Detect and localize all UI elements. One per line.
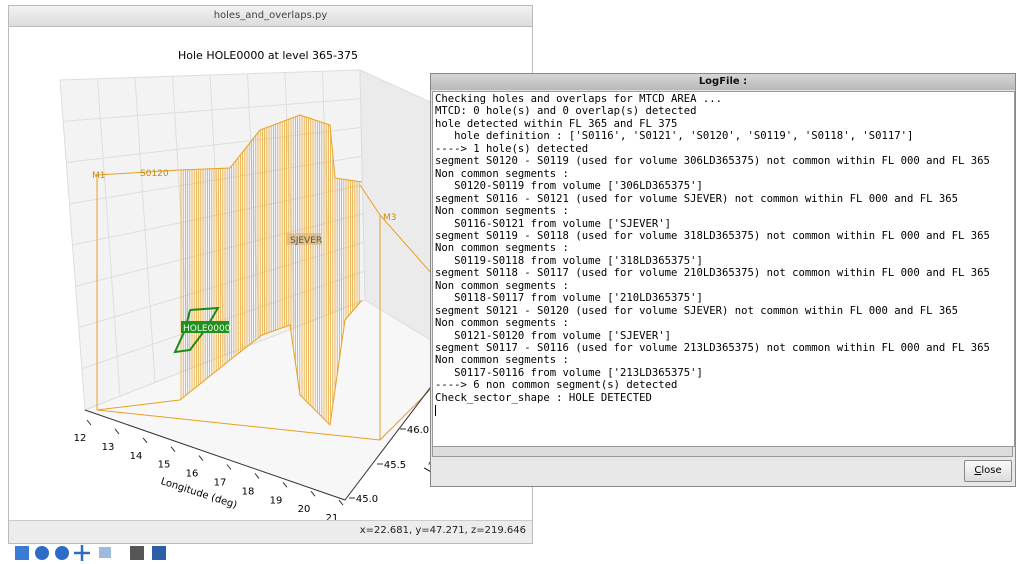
- volume-edge: [96, 169, 181, 176]
- log-line: Check_sector_shape : HOLE DETECTED: [435, 391, 652, 404]
- home-button[interactable]: [15, 546, 29, 560]
- x-tick: [254, 473, 260, 479]
- log-line: S0117-S0116 from volume ['213LD365375']: [435, 366, 703, 379]
- log-line: MTCD: 0 hole(s) and 0 overlap(s) detecte…: [435, 105, 697, 118]
- hole-label: HOLE0000: [183, 324, 231, 334]
- volume-edge: [96, 399, 181, 411]
- y-tick-label: 46.0: [407, 425, 429, 436]
- log-window: LogFile : Checking holes and overlaps fo…: [430, 73, 1016, 487]
- hole-label-box: [181, 321, 229, 333]
- x-tick: [226, 464, 232, 470]
- x-tick-label: 15: [158, 460, 171, 471]
- log-line: segment S0118 - S0117 (used for volume 2…: [435, 267, 990, 280]
- x-tick: [282, 481, 288, 488]
- log-line: S0121-S0120 from volume ['SJEVER']: [435, 329, 671, 342]
- volume-label: M3: [383, 213, 397, 223]
- text-cursor: [435, 405, 436, 416]
- toolbar: x=22.681, y=47.271, z=219.646: [9, 520, 532, 561]
- log-line: S0118-S0117 from volume ['210LD365375']: [435, 292, 703, 305]
- log-line: S0119-S0118 from volume ['318LD365375']: [435, 254, 703, 267]
- volume-label: M1: [92, 171, 106, 181]
- log-line: S0116-S0121 from volume ['SJEVER']: [435, 217, 671, 230]
- forward-button[interactable]: [55, 546, 69, 560]
- save-button[interactable]: [152, 546, 166, 560]
- x-tick-label: 17: [214, 478, 227, 489]
- pan-button[interactable]: [74, 545, 90, 561]
- log-line: segment S0120 - S0119 (used for volume 3…: [435, 155, 990, 168]
- x-tick: [310, 490, 316, 497]
- x-tick: [114, 428, 120, 435]
- log-line: hole detected within FL 365 and FL 375: [435, 117, 678, 130]
- x-tick-label: 12: [74, 433, 87, 444]
- volume-edge: [359, 184, 381, 216]
- x-tick: [86, 419, 92, 426]
- log-line: segment S0121 - S0120 (used for volume S…: [435, 304, 958, 317]
- log-line: Non common segments :: [435, 354, 569, 367]
- pane-grid: [78, 242, 364, 328]
- y-tick-label: 45.0: [356, 494, 378, 505]
- x-tick-label: 19: [270, 495, 283, 506]
- x-tick-label: 20: [298, 504, 311, 515]
- log-line: ----> 1 hole(s) detected: [435, 142, 589, 155]
- log-line: S0120-S0119 from volume ['306LD365375']: [435, 180, 703, 193]
- log-line: Non common segments :: [435, 205, 569, 218]
- log-line: segment S0116 - S0121 (used for volume S…: [435, 192, 958, 205]
- close-label: Close: [974, 465, 1002, 476]
- y-tick-label: 45.5: [384, 460, 406, 471]
- status-text: x=22.681, y=47.271, z=219.646: [359, 525, 526, 536]
- x-tick-label: 13: [102, 442, 115, 453]
- back-button[interactable]: [35, 546, 49, 560]
- log-text-area: Checking holes and overlaps for MTCD ARE…: [432, 91, 1015, 447]
- log-line: Checking holes and overlaps for MTCD ARE…: [435, 93, 723, 105]
- volume-label: SJEVER: [290, 236, 322, 246]
- log-line: Non common segments :: [435, 167, 569, 180]
- close-button[interactable]: Close: [964, 460, 1012, 482]
- configure-button[interactable]: [130, 546, 144, 560]
- volume-label: S0120: [140, 169, 169, 179]
- log-line: hole definition : ['S0116', 'S0121', 'S0…: [435, 130, 914, 143]
- volume-edge: [96, 409, 381, 441]
- x-tick: [198, 455, 204, 461]
- zoom-button[interactable]: [99, 547, 111, 558]
- x-tick-label: 21: [326, 513, 339, 522]
- log-line: segment S0119 - S0118 (used for volume 3…: [435, 229, 990, 242]
- x-axis: [84, 409, 346, 501]
- fence-top: [179, 114, 363, 183]
- x-tick: [142, 437, 148, 444]
- horizontal-scrollbar[interactable]: [432, 446, 1013, 457]
- x-tick: [170, 446, 176, 453]
- window-title: LogFile :: [431, 74, 1015, 90]
- toolbar-icons: [15, 545, 166, 561]
- log-line: ----> 6 non common segment(s) detected: [435, 379, 678, 392]
- window-title: holes_and_overlaps.py: [9, 6, 532, 27]
- log-line: Non common segments :: [435, 317, 569, 330]
- plot-title: Hole HOLE0000 at level 365-375: [178, 49, 358, 62]
- x-tick-label: 16: [186, 469, 199, 480]
- log-line: Non common segments :: [435, 279, 569, 292]
- label-box: [287, 233, 321, 245]
- fence-bottom: [179, 299, 363, 427]
- x-tick-label: 18: [242, 486, 255, 497]
- x-axis-label: Longitude (deg): [159, 476, 238, 511]
- log-line: segment S0117 - S0116 (used for volume 2…: [435, 342, 990, 354]
- log-line: Non common segments :: [435, 242, 569, 255]
- x-tick-label: 14: [130, 451, 143, 462]
- screen: holes_and_overlaps.py Hole HOLE0000 at l…: [8, 5, 1016, 561]
- x-tick: [338, 499, 344, 506]
